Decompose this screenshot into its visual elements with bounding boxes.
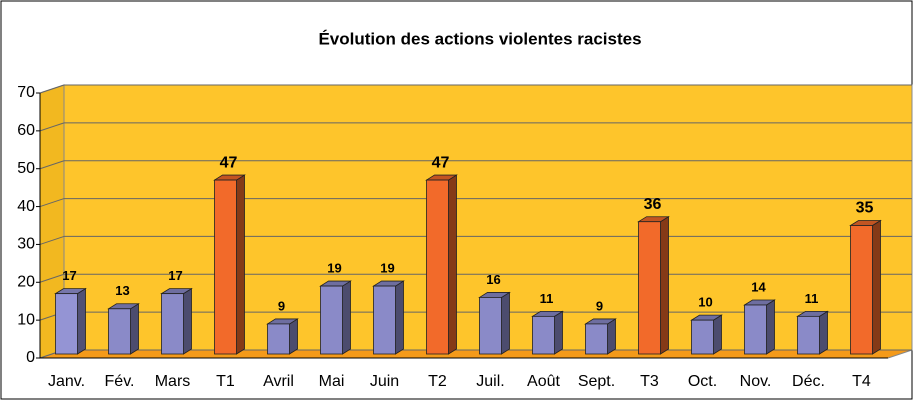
x-tick-label: Août	[527, 373, 560, 390]
bar-side	[77, 287, 86, 355]
bar-side	[713, 314, 722, 355]
bar	[161, 293, 184, 355]
x-tick-label: Nov.	[740, 373, 772, 390]
value-label: 47	[220, 154, 238, 171]
bar	[55, 293, 78, 355]
y-tick-label: 20	[17, 274, 35, 291]
x-tick-label: Avril	[263, 373, 294, 390]
y-tick-label: 60	[17, 122, 35, 139]
x-tick-label: Sept.	[578, 373, 615, 390]
bar	[320, 285, 343, 355]
value-label: 11	[805, 291, 819, 306]
y-tick-label: 0	[26, 349, 35, 366]
grid-line	[39, 84, 65, 94]
value-label: 19	[380, 261, 394, 276]
x-tick-label: T1	[216, 373, 235, 390]
bar-side	[236, 174, 245, 355]
bar	[532, 315, 555, 355]
value-label: 13	[115, 283, 129, 298]
bar-side	[607, 318, 616, 355]
bar-side	[872, 219, 881, 355]
grid-line	[39, 198, 65, 208]
value-label: 9	[596, 298, 603, 313]
bar-side	[660, 215, 669, 355]
x-tick-label: Janv.	[48, 373, 85, 390]
bar-side	[766, 299, 775, 355]
bar-side	[183, 287, 192, 355]
bar	[479, 297, 502, 355]
y-tick-label: 40	[17, 198, 35, 215]
x-tick-label: Fév.	[105, 373, 135, 390]
bar-side	[130, 303, 139, 355]
chart-title: Évolution des actions violentes racistes	[318, 29, 641, 48]
bar	[638, 221, 661, 355]
bar	[691, 319, 714, 355]
value-label: 11	[540, 291, 554, 306]
y-tick-label: 50	[17, 160, 35, 177]
bar	[585, 323, 608, 355]
value-label: 10	[698, 295, 712, 310]
bar	[744, 304, 767, 355]
x-tick-label: Juin	[370, 373, 399, 390]
x-tick-label: Mai	[319, 373, 345, 390]
y-tick-label: 10	[17, 311, 35, 328]
bar-side	[342, 280, 351, 355]
bar	[214, 179, 237, 355]
value-label: 19	[327, 261, 341, 276]
value-label: 16	[486, 272, 500, 287]
bar	[108, 308, 131, 355]
bar-side	[289, 318, 298, 355]
grid-line	[39, 160, 65, 170]
x-tick-label: Oct.	[688, 373, 717, 390]
value-label: 17	[168, 268, 182, 283]
bar	[267, 323, 290, 355]
x-tick-label: T2	[428, 373, 447, 390]
value-label: 47	[432, 154, 450, 171]
bar-side	[819, 310, 828, 355]
x-tick-label: Juil.	[476, 373, 504, 390]
bar	[850, 225, 873, 355]
x-tick-label: T4	[852, 373, 871, 390]
x-tick-label: Mars	[155, 373, 191, 390]
y-tick-label: 30	[17, 236, 35, 253]
bar-side	[501, 291, 510, 355]
value-label: 35	[856, 200, 874, 217]
y-tick-label: 70	[17, 84, 35, 101]
bar	[373, 285, 396, 355]
value-label: 14	[751, 279, 766, 294]
bar	[797, 315, 820, 355]
value-label: 36	[644, 196, 662, 213]
bar	[426, 179, 449, 355]
grid-line	[39, 273, 65, 283]
grid-line	[39, 235, 65, 245]
bar-side	[554, 310, 563, 355]
grid-line	[39, 122, 65, 132]
value-label: 9	[278, 298, 285, 313]
value-label: 17	[62, 268, 76, 283]
x-tick-label: T3	[640, 373, 659, 390]
x-tick-label: Déc.	[792, 373, 825, 390]
bar-side	[395, 280, 404, 355]
bar-side	[448, 174, 457, 355]
